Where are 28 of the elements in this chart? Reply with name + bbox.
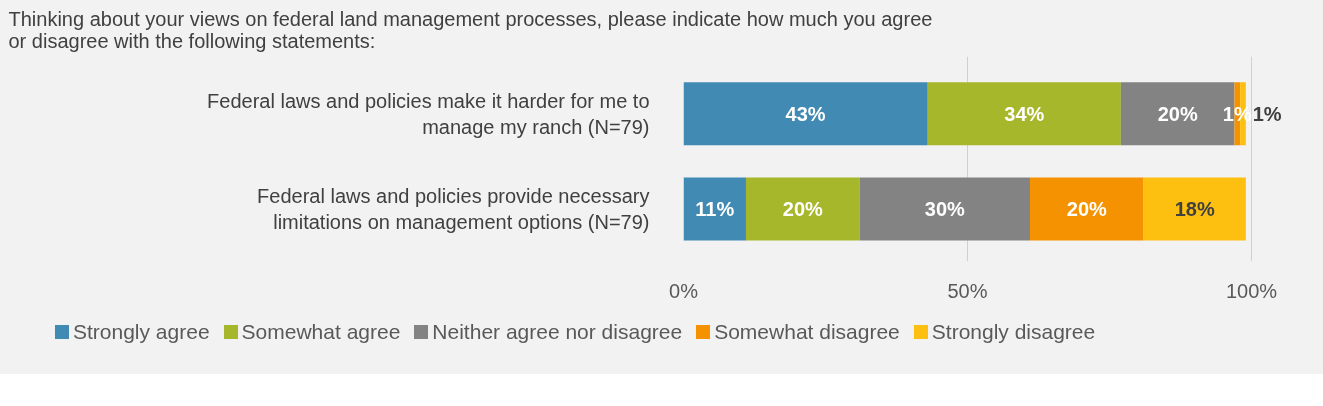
x-tick-label: 100%	[1225, 279, 1278, 302]
data-label: 20%	[782, 198, 824, 221]
bar	[1029, 177, 1144, 241]
bar	[745, 177, 860, 241]
x-tick-label: 50%	[947, 279, 988, 302]
legend-label: Strongly disagree	[931, 319, 1096, 345]
legend-label: Somewhat agree	[241, 319, 401, 345]
data-label: 34%	[1004, 102, 1045, 125]
y-tick-label: Federal laws and policies provide necessary limitations on management options (N=79)	[257, 184, 650, 234]
text: Thinking about your views on federal land management processes, please indicate how much you agree or disagree with the following statements:	[8, 7, 933, 52]
data-label: 20%	[1066, 198, 1108, 221]
data-label: 1%	[1222, 102, 1252, 125]
x-tick-label: 0%	[669, 279, 699, 302]
data-label: 18%	[1174, 198, 1215, 221]
legend-label: Somewhat disagree	[714, 319, 900, 345]
data-label: 30%	[924, 198, 966, 221]
data-label: 11%	[695, 198, 735, 221]
bar	[1143, 177, 1246, 241]
bar	[683, 82, 928, 146]
data-label: 1%	[1252, 102, 1282, 125]
bar	[859, 177, 1030, 241]
data-label: 20%	[1157, 102, 1198, 125]
legend-label: Strongly agree	[73, 319, 210, 345]
legend-label: Neither agree nor disagree	[432, 319, 683, 345]
data-label: 43%	[785, 102, 826, 125]
y-tick-label: Federal laws and policies make it harder for me to manage my ranch (N=79)	[207, 89, 650, 138]
bar	[683, 177, 746, 241]
bar	[927, 82, 1121, 146]
